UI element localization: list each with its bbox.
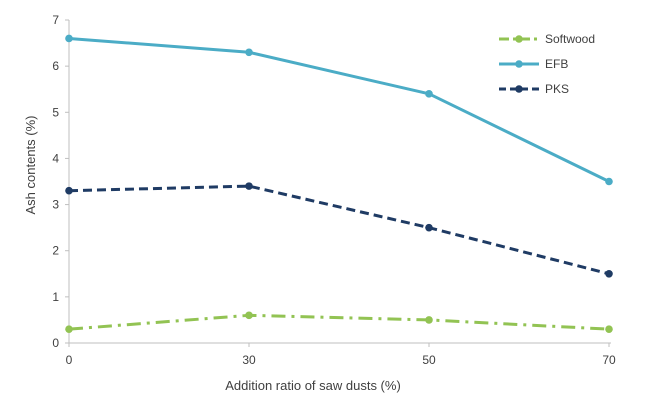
y-axis-label: Ash contents (%) [23, 116, 38, 215]
legend-item-efb: EFB [499, 57, 568, 71]
y-tick-label: 4 [52, 151, 59, 165]
x-tick-label: 30 [242, 353, 256, 367]
x-axis-ticks: 0 30 50 70 [66, 343, 616, 367]
series-line [68, 313, 610, 331]
series-pks [65, 182, 613, 278]
data-point [65, 186, 73, 195]
data-point [425, 90, 433, 98]
x-tick-label: 50 [422, 353, 436, 367]
axes [68, 20, 611, 344]
y-tick-label: 2 [52, 244, 59, 258]
legend: Softwood EFB PKS [499, 32, 595, 96]
data-point [605, 269, 613, 278]
data-point [425, 316, 433, 324]
data-point [245, 311, 253, 320]
series-line [68, 184, 610, 276]
y-tick-label: 6 [52, 59, 59, 73]
y-tick-label: 1 [52, 290, 59, 304]
x-tick-label: 70 [602, 353, 616, 367]
legend-label: PKS [545, 82, 569, 96]
data-point [425, 223, 433, 232]
y-tick-label: 3 [52, 198, 59, 212]
series-efb [65, 34, 613, 186]
legend-marker [515, 60, 523, 68]
y-axis-ticks: 0 1 2 3 4 5 6 7 [52, 13, 69, 350]
data-point [605, 325, 613, 333]
legend-item-softwood: Softwood [499, 32, 595, 46]
y-tick-label: 5 [52, 105, 59, 119]
data-point [65, 34, 73, 43]
x-axis-label: Addition ratio of saw dusts (%) [225, 378, 401, 393]
y-tick-label: 0 [52, 336, 59, 350]
data-point [245, 48, 253, 57]
data-point [245, 182, 253, 190]
series-softwood [65, 311, 613, 333]
x-tick-label: 0 [66, 353, 73, 367]
legend-marker [515, 85, 523, 93]
legend-item-pks: PKS [499, 82, 569, 96]
data-point [605, 177, 613, 186]
data-point [65, 325, 73, 333]
series-layer [65, 34, 613, 333]
legend-marker [515, 35, 523, 43]
legend-label: EFB [545, 57, 568, 71]
y-tick-label: 7 [52, 13, 59, 27]
legend-label: Softwood [545, 32, 595, 46]
series-line [68, 36, 610, 183]
